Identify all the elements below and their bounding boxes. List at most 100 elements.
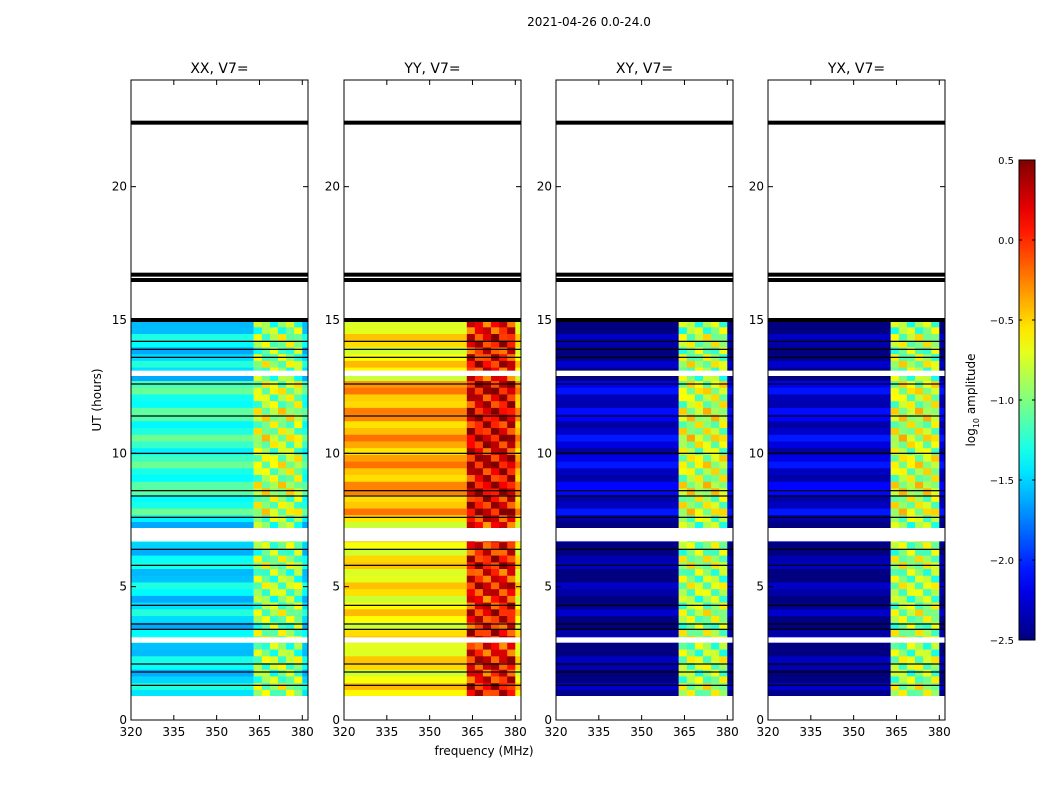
heat-row [768,481,891,489]
heat-band-cell [269,326,279,335]
heat-band-cell [253,434,263,442]
heat-band-cell [294,669,303,677]
heat-band-cell [474,548,484,556]
heat-row-tail [515,628,521,637]
heat-row-tail [939,682,945,690]
heat-band-cell [898,474,908,482]
heat-row-tail [515,440,521,449]
heat-band-cell [906,615,916,623]
heat-band-cell [719,367,728,375]
heat-row-tail [727,608,733,617]
heat-band-cell [253,501,263,509]
heat-band-cell [711,320,720,328]
heat-band-cell [915,481,924,489]
heat-band-cell [466,427,476,435]
heat-band-cell [269,608,279,617]
heat-band-cell [686,615,696,623]
heat-row-tail [515,608,521,617]
heat-band-cell [507,414,516,422]
heat-band-cell [678,541,688,549]
heat-band-cell [253,622,263,630]
heat-band-cell [898,588,908,596]
heat-band-cell [719,447,728,455]
heat-row [131,548,254,556]
heat-band-cell [703,387,712,395]
colorbar-tick-label: 0.0 [998,236,1014,247]
heat-row-tail [939,427,945,435]
heat-band-cell [719,454,728,462]
heat-row-tail [727,642,733,650]
heat-row-tail [515,340,521,348]
heat-band-cell [474,440,484,449]
heat-band-cell [915,346,924,355]
heat-band-cell [906,628,916,637]
heat-band-cell [294,575,303,583]
heat-band-cell [678,400,688,408]
heat-band-cell [711,568,720,576]
heat-band-cell [286,655,295,664]
heat-band-cell [890,675,900,684]
y-tick-label: 5 [756,580,764,594]
heat-band-cell [694,400,704,408]
heat-row-tail [727,387,733,395]
heat-row-tail [515,689,521,697]
heat-band-cell [507,461,516,469]
heat-band-cell [507,487,516,496]
flag-line [556,564,733,566]
heat-band-cell [906,467,916,476]
flag-line [768,452,945,454]
heat-band-cell [694,628,704,637]
heat-band-cell [482,333,492,341]
heat-band-cell [906,581,916,590]
heat-band-cell [915,454,924,462]
heat-band-cell [915,326,924,335]
flagged-gap [768,528,945,542]
heat-band-cell [269,555,279,563]
heat-row-tail [515,642,521,650]
heat-row-tail [515,487,521,496]
heat-band-cell [286,494,295,502]
heat-row-tail [939,689,945,697]
heat-band-cell [269,340,279,348]
flag-line [344,495,521,497]
heat-band-cell [703,649,712,657]
heat-band-cell [482,320,492,328]
heat-band-cell [499,326,508,335]
heat-band-cell [694,662,704,670]
heat-band-cell [923,461,932,469]
heat-band-cell [931,400,940,408]
heat-band-cell [898,373,908,382]
heat-band-cell [906,346,916,355]
heat-row [131,642,254,650]
flag-line [556,548,733,550]
heat-row-tail [939,622,945,630]
heat-row-tail [727,595,733,603]
heat-row-tail [727,514,733,523]
heat-band-cell [694,333,704,341]
heat-band-cell [507,481,516,489]
heat-band-cell [278,373,287,382]
heat-band-cell [678,514,688,523]
panel-title: YY, V7= [403,61,460,77]
heat-band-cell [261,326,271,335]
heat-row-tail [727,447,733,455]
heat-band-cell [474,649,484,657]
heat-band-cell [931,454,940,462]
heat-row [344,320,467,328]
heat-band-cell [474,454,484,462]
heat-row [344,514,467,523]
heat-band-cell [711,689,720,697]
heat-band-cell [286,387,295,395]
flagged-gap [556,696,733,720]
heat-row [131,420,254,429]
flagged-gap [344,696,521,720]
heat-band-cell [286,521,295,529]
flag-line [131,318,308,322]
heat-band-cell [499,588,508,596]
heat-row [556,440,679,449]
heat-band-cell [686,662,696,670]
heat-band-cell [269,454,279,462]
heat-band-cell [278,669,287,677]
heat-band-cell [499,387,508,395]
heat-band-cell [507,387,516,395]
